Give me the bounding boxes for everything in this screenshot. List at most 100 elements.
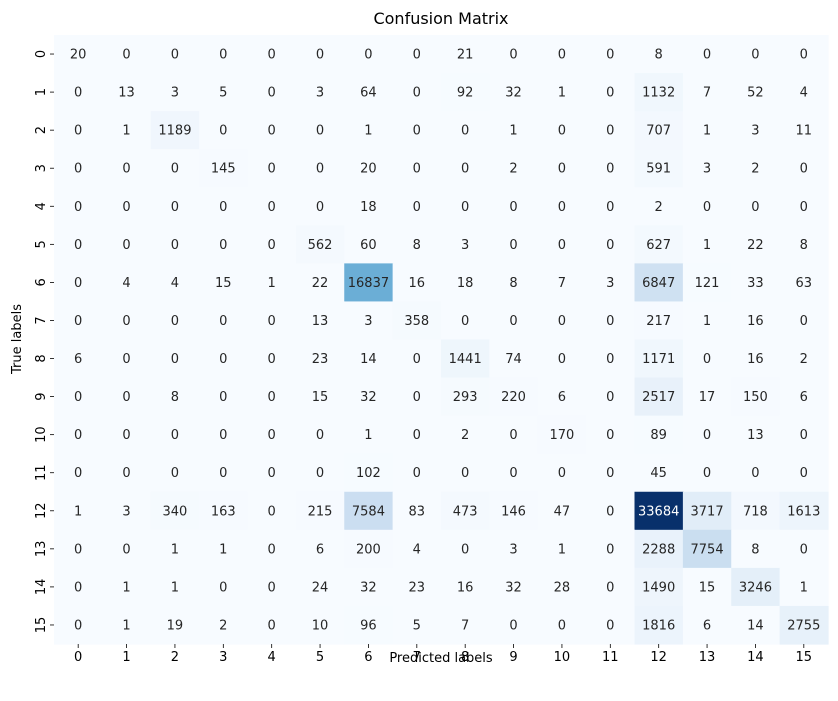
heatmap-cell <box>779 263 829 303</box>
cell-value-label: 15 <box>699 580 716 595</box>
heatmap-cell <box>295 453 345 493</box>
heatmap-cell <box>682 339 732 379</box>
heatmap-cell <box>102 301 152 341</box>
heatmap-cell <box>247 605 297 645</box>
y-tick-label: 14 <box>34 579 49 596</box>
heatmap-cell <box>344 187 394 226</box>
heatmap-cell <box>392 529 442 569</box>
cell-value-label: 217 <box>646 314 671 329</box>
heatmap-cell <box>489 111 539 150</box>
cell-value-label: 0 <box>509 48 517 63</box>
heatmap-cell <box>247 377 297 417</box>
cell-value-label: 6 <box>316 542 324 557</box>
cell-value-label: 28 <box>554 580 571 595</box>
heatmap-cell <box>441 263 490 303</box>
cell-value-label: 0 <box>800 428 808 443</box>
cell-value-label: 0 <box>74 390 82 405</box>
x-tick-label: 4 <box>268 650 276 665</box>
heatmap-cell <box>344 73 394 112</box>
heatmap-cell <box>586 415 636 455</box>
heatmap-cell <box>54 529 103 569</box>
cell-value-label: 0 <box>122 466 130 481</box>
cell-value-label: 8 <box>751 542 759 557</box>
cell-value-label: 0 <box>268 200 276 215</box>
cell-value-label: 0 <box>268 542 276 557</box>
heatmap-cell <box>682 415 732 455</box>
cell-value-label: 0 <box>219 238 227 253</box>
heatmap-cell <box>295 377 345 417</box>
heatmap-cell <box>392 605 442 645</box>
cell-value-label: 8 <box>800 238 808 253</box>
cell-value-label: 102 <box>356 466 381 481</box>
cell-value-label: 1 <box>558 86 566 101</box>
heatmap-cell <box>54 453 103 493</box>
cell-value-label: 0 <box>413 466 421 481</box>
heatmap-cell <box>586 149 636 188</box>
cell-value-label: 0 <box>703 48 711 63</box>
cell-value-label: 627 <box>646 238 671 253</box>
x-tick-label: 0 <box>74 650 82 665</box>
cell-value-label: 0 <box>606 162 614 177</box>
cell-value-label: 3 <box>364 314 372 329</box>
heatmap-cell <box>199 301 249 341</box>
heatmap-cell <box>102 73 152 112</box>
heatmap-cell <box>344 415 394 455</box>
x-tick-label: 9 <box>509 650 517 665</box>
cell-value-label: 0 <box>558 466 566 481</box>
heatmap-cell <box>54 149 103 188</box>
cell-value-label: 96 <box>360 618 377 633</box>
heatmap-cell <box>441 187 490 226</box>
cell-value-label: 0 <box>316 200 324 215</box>
cell-value-label: 89 <box>650 428 667 443</box>
cell-value-label: 33 <box>747 276 764 291</box>
heatmap-cell <box>537 567 587 607</box>
cell-value-label: 3 <box>509 542 517 557</box>
cell-value-label: 1189 <box>158 124 191 139</box>
heatmap-cell <box>247 35 297 74</box>
heatmap-cell <box>779 149 829 188</box>
cell-value-label: 0 <box>219 352 227 367</box>
cell-value-label: 0 <box>268 124 276 139</box>
cell-value-label: 718 <box>743 504 768 519</box>
heatmap-cell <box>54 35 103 74</box>
cell-value-label: 0 <box>413 86 421 101</box>
heatmap-cell <box>199 263 249 303</box>
x-tick-label: 14 <box>747 650 764 665</box>
cell-value-label: 33684 <box>638 504 679 519</box>
heatmap-cell <box>537 529 587 569</box>
cell-value-label: 0 <box>219 580 227 595</box>
cell-value-label: 0 <box>122 390 130 405</box>
heatmap-cell <box>731 73 781 112</box>
heatmap-cell <box>537 301 587 341</box>
heatmap-cell <box>731 301 781 341</box>
cell-value-label: 0 <box>558 124 566 139</box>
heatmap-cell <box>54 301 103 341</box>
heatmap-cell <box>489 377 539 417</box>
x-tick-label: 6 <box>364 650 372 665</box>
cell-value-label: 10 <box>312 618 329 633</box>
x-tick-label: 15 <box>796 650 813 665</box>
heatmap-cell <box>537 149 587 188</box>
heatmap-cell <box>344 567 394 607</box>
x-tick-label: 7 <box>413 650 421 665</box>
cell-value-label: 7754 <box>691 542 724 557</box>
cell-value-label: 14 <box>747 618 764 633</box>
cell-value-label: 0 <box>413 200 421 215</box>
cell-value-label: 0 <box>268 504 276 519</box>
heatmap-cell <box>731 567 781 607</box>
heatmap-cell <box>682 187 732 226</box>
heatmap-cell <box>779 491 829 531</box>
heatmap-cell <box>779 73 829 112</box>
heatmap-cell <box>537 339 587 379</box>
cell-value-label: 0 <box>171 238 179 253</box>
cell-value-label: 3246 <box>739 580 772 595</box>
y-tick-label: 11 <box>34 464 49 481</box>
cell-value-label: 8 <box>413 238 421 253</box>
cell-value-label: 1 <box>122 618 130 633</box>
heatmap-cell <box>634 453 684 493</box>
heatmap-cell <box>779 605 829 645</box>
heatmap-cell <box>634 339 684 379</box>
heatmap-cell <box>295 415 345 455</box>
heatmap-cell <box>634 111 684 150</box>
heatmap-cell <box>295 339 345 379</box>
